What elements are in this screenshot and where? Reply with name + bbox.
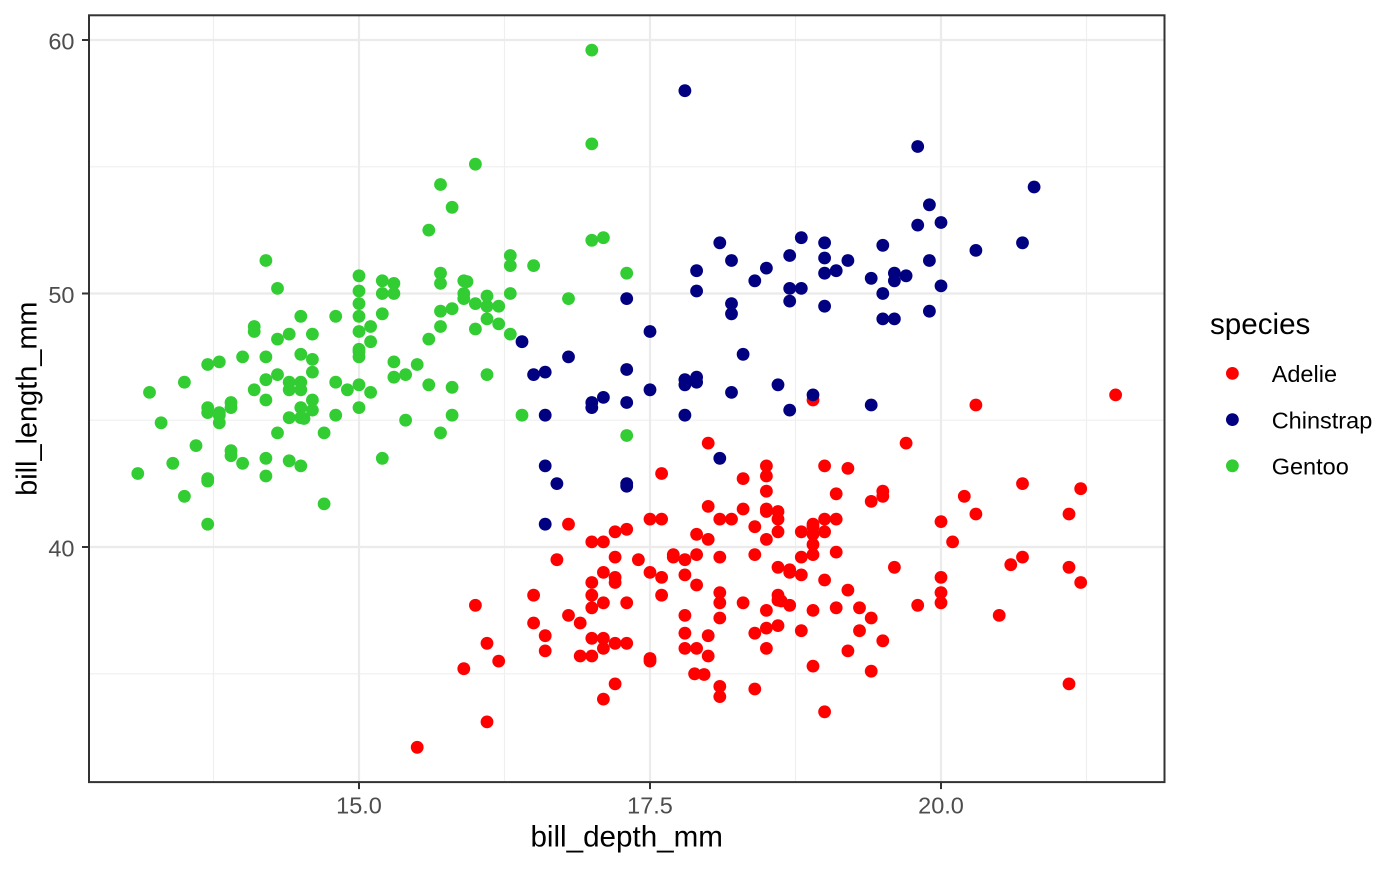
svg-text:bill_depth_mm: bill_depth_mm (530, 821, 722, 854)
svg-text:60: 60 (48, 28, 74, 54)
svg-text:17.5: 17.5 (627, 793, 673, 819)
svg-text:Adelie: Adelie (1272, 361, 1337, 387)
svg-text:Gentoo: Gentoo (1272, 454, 1349, 480)
svg-text:50: 50 (48, 282, 74, 308)
svg-text:species: species (1210, 308, 1310, 341)
svg-text:bill_length_mm: bill_length_mm (11, 302, 43, 496)
svg-text:20.0: 20.0 (918, 793, 964, 819)
svg-text:40: 40 (48, 535, 74, 561)
svg-text:15.0: 15.0 (336, 793, 382, 819)
svg-text:Chinstrap: Chinstrap (1272, 407, 1373, 433)
